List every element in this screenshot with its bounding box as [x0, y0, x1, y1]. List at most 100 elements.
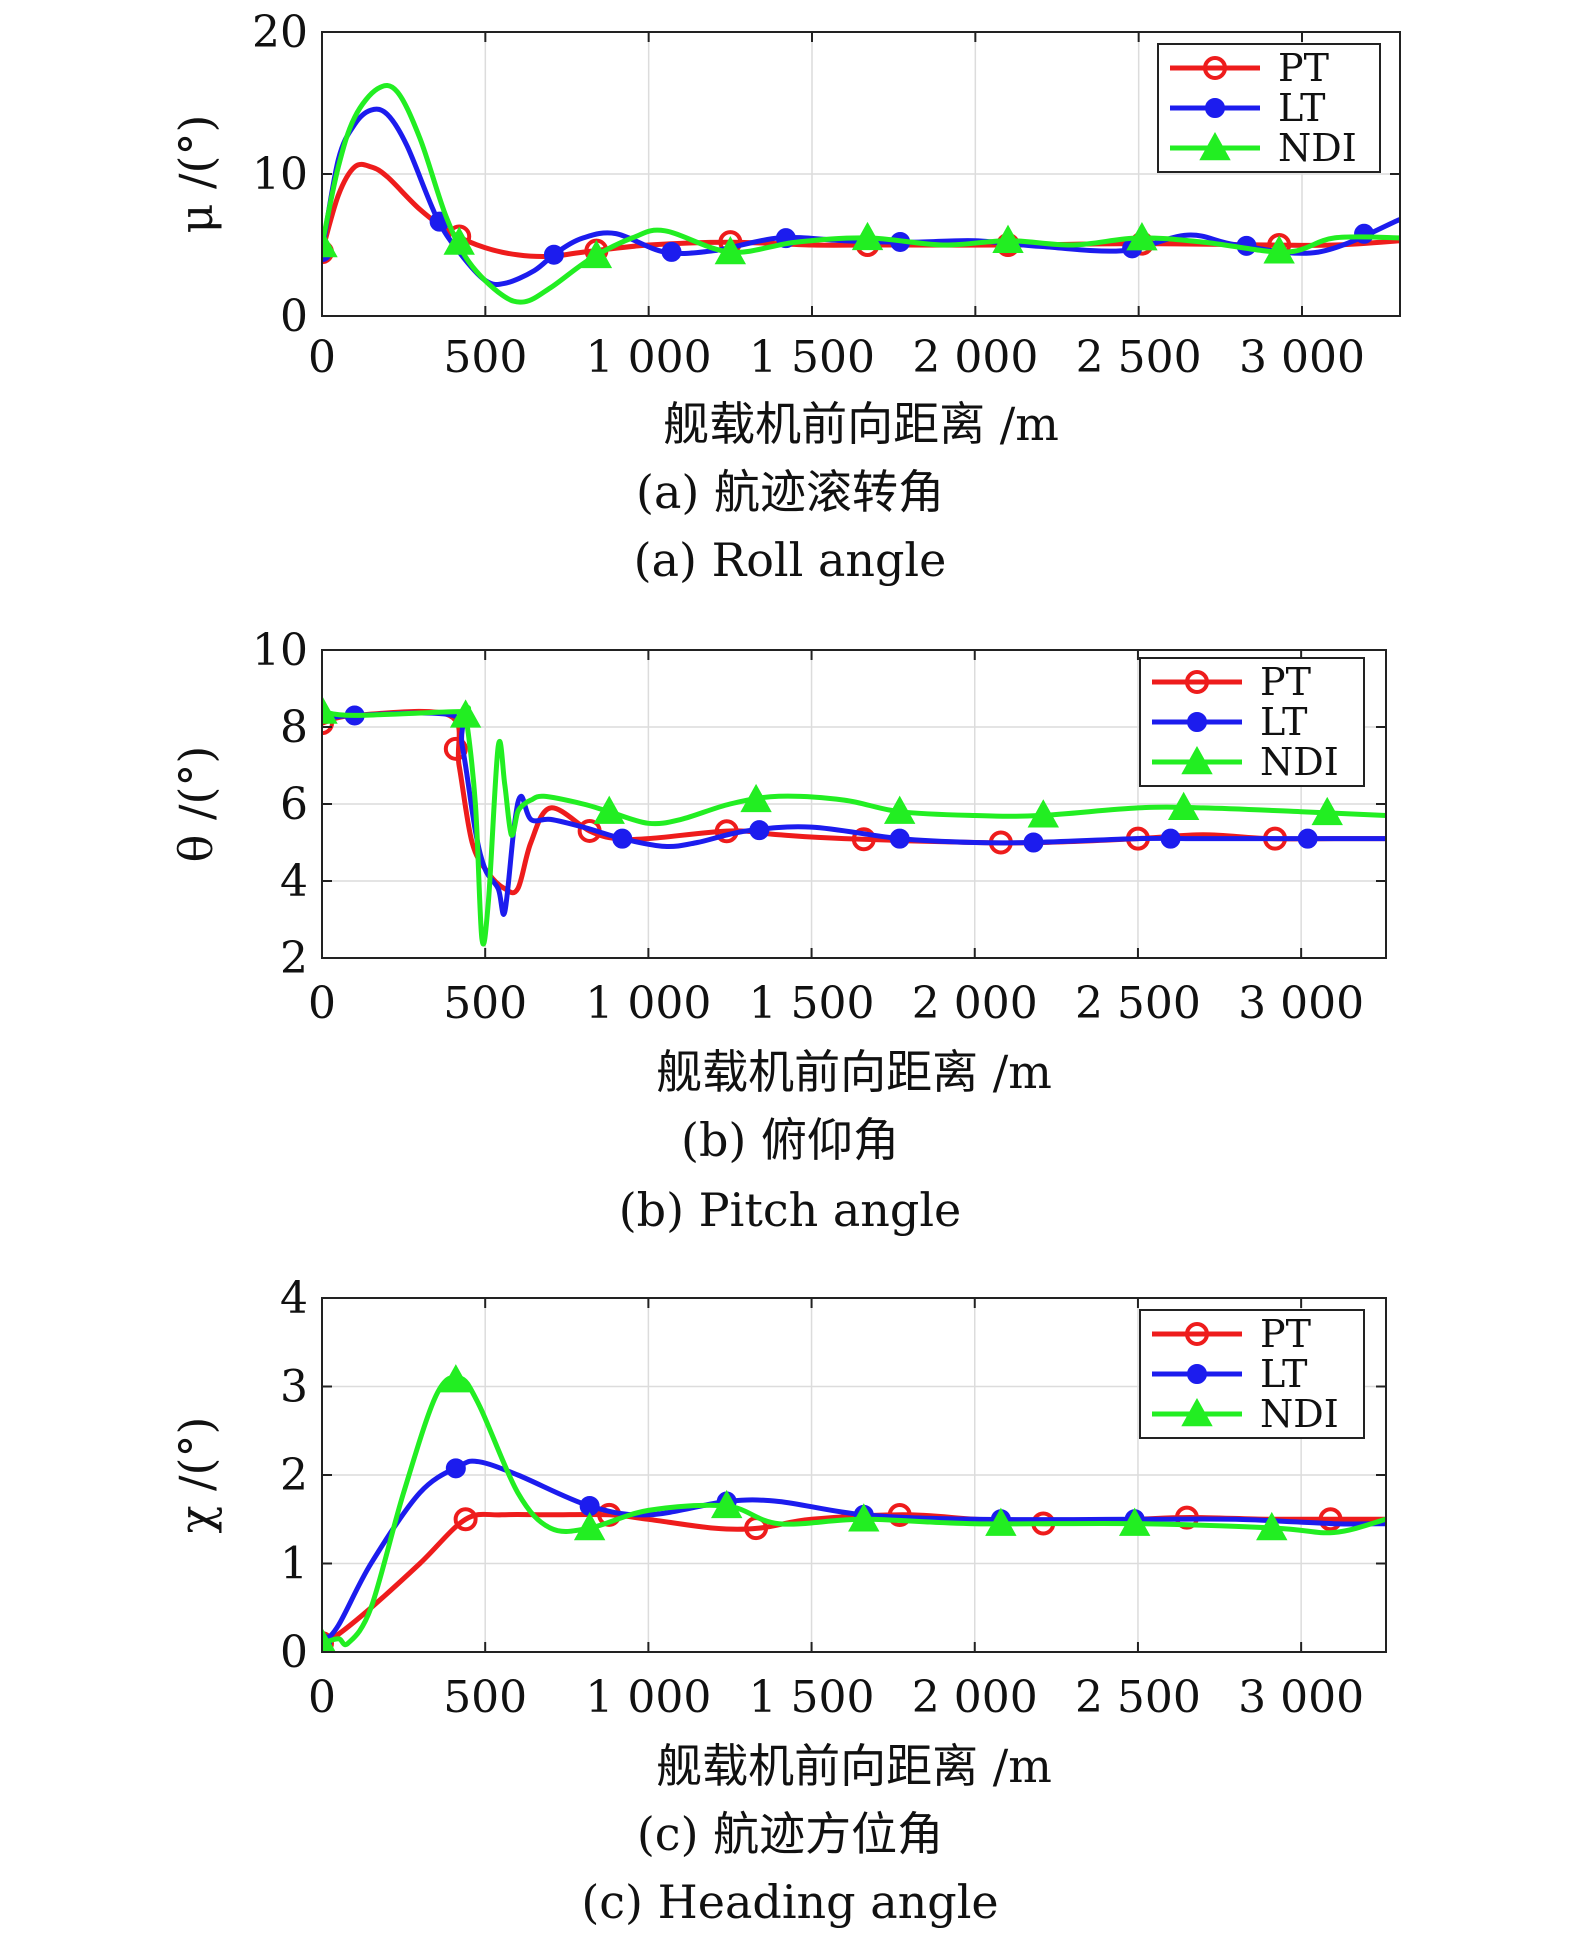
legend-label-ndi: NDI	[1260, 740, 1339, 784]
chart-panel-heading: 0 500 1 000 1 500 2 000 2 500 3 000 0 1 2 3 4 舰载机前向距…	[169, 1273, 1387, 1929]
caption-chinese: (a) 航迹滚转角	[636, 465, 944, 519]
y-tick-label: 2	[280, 933, 308, 984]
data-point-ndi	[711, 1489, 743, 1519]
data-point-ndi	[883, 795, 916, 824]
data-point-ndi	[440, 1364, 472, 1393]
data-point-ndi	[992, 224, 1024, 253]
data-point-ndi	[1118, 1507, 1151, 1536]
data-point-pt	[453, 1507, 478, 1532]
y-tick-label: 4	[280, 856, 308, 907]
chart-panel-roll: 0 500 1 000 1 500 2 000 2 500 3 000 0 10 20 舰载机前向距…	[169, 7, 1401, 587]
data-point-ndi	[573, 1512, 606, 1541]
legend-marker-lt	[1187, 712, 1207, 732]
y-tick-label: 3	[280, 1362, 308, 1413]
data-point-ndi	[1167, 791, 1200, 821]
x-tick-label: 1 000	[585, 978, 711, 1029]
caption-english: (a) Roll angle	[634, 533, 947, 587]
data-point-pt	[1318, 1507, 1343, 1532]
series-line-lt	[322, 1458, 1386, 1646]
legend-marker-ndi	[1199, 131, 1231, 161]
legend-label-pt: PT	[1260, 660, 1311, 704]
legend-marker-pt	[1185, 670, 1209, 694]
y-tick-label: 4	[280, 1273, 308, 1324]
y-tick-label: 10	[252, 149, 308, 200]
legend-label-pt: PT	[1278, 46, 1329, 90]
x-tick-label: 3 000	[1239, 332, 1365, 383]
y-tick-label: 10	[252, 625, 308, 676]
x-tick-label: 2 000	[912, 332, 1038, 383]
y-tick-label: 6	[280, 779, 308, 830]
data-point-lt	[612, 828, 633, 849]
legend-marker-ndi	[1181, 745, 1213, 775]
y-tick-label: 20	[252, 7, 308, 58]
data-point-ndi	[322, 228, 338, 258]
legend-marker-pt	[1203, 56, 1227, 80]
data-point-ndi	[848, 1503, 880, 1532]
caption-chinese: (c) 航迹方位角	[637, 1807, 943, 1861]
data-point-ndi	[985, 1507, 1017, 1536]
data-point-lt	[445, 1458, 466, 1479]
data-point-ndi	[714, 236, 747, 265]
x-tick-label: 2 500	[1075, 1672, 1201, 1723]
data-point-lt	[889, 828, 910, 849]
x-tick-label: 2 500	[1076, 332, 1202, 383]
data-point-ndi	[580, 239, 613, 269]
legend-label-pt: PT	[1260, 1312, 1311, 1356]
y-axis-label: χ /(°)	[169, 1417, 223, 1534]
data-point-ndi	[1256, 1511, 1288, 1541]
plot-area	[322, 695, 1386, 947]
y-axis-label: μ /(°)	[169, 115, 223, 234]
x-tick-label: 1 500	[749, 978, 875, 1029]
data-point-pt	[443, 736, 468, 761]
y-tick-label: 0	[280, 1627, 308, 1678]
legend-marker-lt	[1205, 98, 1225, 118]
data-point-lt	[1023, 832, 1044, 853]
data-point-ndi	[593, 795, 625, 824]
legend-marker-ndi	[1181, 1397, 1213, 1427]
data-point-ndi	[851, 221, 884, 251]
y-axis-label: θ /(°)	[169, 746, 223, 863]
x-axis-label: 舰载机前向距离 /m	[656, 1739, 1052, 1793]
x-tick-label: 500	[443, 332, 527, 383]
y-tick-label: 1	[280, 1539, 308, 1590]
chart-panel-pitch: 0 500 1 000 1 500 2 000 2 500 3 000 2 4 6 8 10 舰载机前向…	[169, 625, 1387, 1237]
legend-marker-pt	[1185, 1322, 1209, 1346]
x-tick-label: 0	[308, 332, 336, 383]
y-tick-label: 2	[280, 1450, 308, 1501]
legend-label-lt: LT	[1278, 86, 1325, 130]
x-tick-label: 1 000	[586, 332, 712, 383]
data-point-lt	[1297, 828, 1318, 849]
x-axis-label: 舰载机前向距离 /m	[656, 1045, 1052, 1099]
x-axis-label: 舰载机前向距离 /m	[663, 397, 1059, 451]
caption-chinese: (b) 俯仰角	[681, 1113, 899, 1167]
data-point-lt	[1354, 223, 1375, 244]
data-point-lt	[543, 244, 564, 265]
data-point-lt	[1160, 828, 1181, 849]
data-point-ndi	[1126, 222, 1158, 251]
data-point-pt	[851, 827, 876, 852]
x-tick-label: 3 000	[1238, 1672, 1364, 1723]
data-point-ndi	[443, 226, 475, 255]
x-tick-label: 2 000	[912, 978, 1038, 1029]
data-point-lt	[661, 241, 682, 262]
y-tick-label: 0	[280, 291, 308, 342]
series-line-ndi	[322, 704, 1386, 947]
x-tick-label: 2 500	[1075, 978, 1201, 1029]
legend-label-lt: LT	[1260, 700, 1307, 744]
plot-area	[322, 1364, 1386, 1652]
x-tick-label: 3 000	[1238, 978, 1364, 1029]
data-point-ndi	[1311, 796, 1343, 826]
legend-marker-lt	[1187, 1364, 1207, 1384]
data-point-ndi	[449, 699, 482, 728]
x-tick-label: 1 500	[749, 332, 875, 383]
legend-label-lt: LT	[1260, 1352, 1307, 1396]
y-tick-label: 8	[280, 702, 308, 753]
data-point-ndi	[1263, 235, 1295, 264]
data-point-lt	[749, 820, 770, 841]
plot-area	[322, 83, 1400, 305]
x-tick-label: 2 000	[912, 1672, 1038, 1723]
